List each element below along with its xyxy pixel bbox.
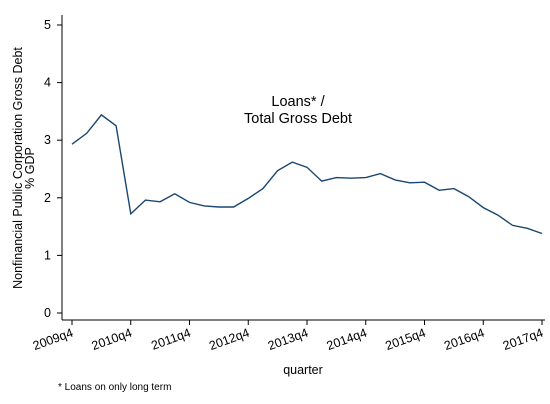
x-tick-label: 2012q4 — [207, 326, 251, 353]
x-tick-label: 2015q4 — [384, 326, 428, 353]
x-tick-label: 2011q4 — [149, 326, 192, 353]
y-tick-label: 3 — [44, 133, 51, 147]
x-tick-label: 2013q4 — [266, 326, 310, 353]
y-tick-label: 5 — [44, 18, 51, 32]
x-axis-label: quarter — [283, 363, 323, 377]
annotation-line: Loans* / — [271, 94, 325, 110]
y-tick-label: 2 — [44, 191, 51, 205]
y-tick-label: 0 — [44, 306, 51, 320]
x-ticks: 2009q4 2010q4 2011q4 2012q4 2013q4 2014q4 2015… — [31, 320, 545, 353]
y-ticks: 0 1 2 3 4 5 — [44, 18, 62, 320]
y-tick-label: 4 — [44, 76, 51, 90]
series-line — [71, 113, 543, 235]
x-tick-label: 2016q4 — [442, 326, 486, 353]
x-tick-label: 2009q4 — [31, 326, 75, 353]
y-tick-label: 1 — [44, 248, 51, 262]
axes — [61, 15, 545, 321]
x-tick-label: 2017q4 — [501, 326, 545, 353]
footnote: * Loans on only long term — [58, 382, 172, 393]
y-axis-label-line1: Nonfinancial Public Corporation Gross De… — [11, 47, 25, 289]
x-tick-label: 2010q4 — [90, 326, 134, 353]
chart-annotation: Loans* /Total Gross Debt — [244, 94, 352, 127]
y-axis-label-line2: % GDP — [23, 147, 37, 189]
annotation-line: Total Gross Debt — [244, 111, 352, 127]
x-tick-label: 2014q4 — [325, 326, 369, 353]
